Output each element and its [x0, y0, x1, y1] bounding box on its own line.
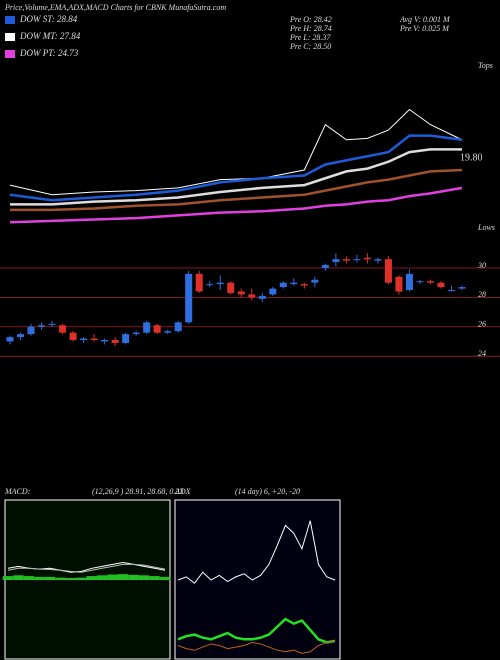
histogram-bar — [117, 574, 129, 580]
candle-body — [206, 284, 214, 286]
candle-body — [122, 334, 130, 343]
candle-body — [405, 273, 413, 291]
candle-body — [27, 326, 35, 335]
series-line — [9, 134, 463, 202]
candle-body — [321, 265, 329, 268]
tops-label: Tops — [478, 61, 493, 70]
adx-params: (14 day) 6, +20, -20 — [235, 487, 300, 496]
candle-body — [363, 257, 371, 260]
candle-body — [48, 323, 56, 325]
candle-body — [164, 331, 172, 333]
candle-body — [248, 294, 256, 298]
histogram-bar — [13, 575, 24, 580]
candle-body — [111, 340, 119, 343]
candle-body — [269, 288, 277, 295]
adx-label: ADX — [174, 487, 192, 496]
histogram-bar — [96, 575, 108, 580]
candle-body — [216, 282, 224, 285]
info-text: Pre O: 28.42 — [289, 15, 332, 24]
info-text: Avg V: 0.001 M — [399, 15, 451, 24]
candle-body — [342, 259, 350, 261]
series-line — [10, 148, 462, 206]
candle-body — [374, 259, 382, 261]
candle-body — [258, 295, 266, 299]
candle-body — [353, 259, 361, 261]
histogram-bar — [149, 576, 160, 580]
candle-body — [143, 322, 151, 333]
info-text: Pre V: 0.025 M — [399, 24, 450, 33]
y-tick-label: 28 — [478, 290, 486, 299]
series-line — [10, 168, 463, 212]
lows-label: Lows — [477, 223, 495, 232]
macd-label: MACD: — [4, 487, 31, 496]
legend-label: DOW MT: 27.84 — [19, 31, 81, 41]
y-tick-label: 30 — [477, 261, 486, 270]
info-text: Pre L: 28.37 — [289, 33, 331, 42]
legend-swatch — [5, 33, 15, 41]
legend-swatch — [5, 16, 15, 24]
histogram-bar — [76, 577, 87, 580]
candle-body — [290, 282, 298, 285]
y-tick-label: 26 — [478, 320, 486, 329]
candle-body — [195, 273, 203, 292]
candle-body — [90, 338, 98, 341]
candle-body — [59, 325, 67, 333]
histogram-bar — [138, 575, 150, 580]
candle-body — [311, 279, 319, 283]
histogram-bar — [65, 578, 77, 580]
histogram-bar — [34, 576, 45, 580]
histogram-bar — [128, 574, 139, 580]
candle-body — [17, 334, 25, 338]
candle-body — [426, 281, 434, 283]
series-line — [177, 640, 336, 654]
series-line — [177, 617, 336, 644]
candle-body — [69, 332, 77, 341]
candle-body — [38, 325, 46, 327]
candle-body — [437, 282, 445, 288]
histogram-bar — [44, 576, 56, 580]
legend-swatch — [5, 50, 15, 58]
level-label: 19.80 — [460, 152, 483, 163]
candle-body — [174, 322, 182, 332]
series-line — [9, 108, 463, 196]
candle-body — [153, 325, 161, 333]
y-tick-label: 24 — [478, 349, 486, 358]
info-text: Pre C: 28.50 — [289, 42, 331, 51]
histogram-bar — [23, 576, 35, 580]
legend-label: DOW PT: 24.73 — [19, 48, 79, 58]
candle-body — [416, 281, 424, 283]
candle-body — [6, 337, 14, 342]
histogram-bar — [86, 576, 97, 580]
histogram-bar — [107, 574, 118, 580]
candle-body — [279, 282, 287, 288]
histogram-bar — [159, 576, 171, 580]
candle-body — [300, 284, 308, 286]
candle-body — [185, 273, 193, 323]
series-line — [9, 186, 463, 224]
candle-body — [227, 282, 235, 293]
candle-body — [101, 340, 109, 342]
histogram-bar — [55, 577, 66, 580]
macd-params: (12,26,9 ) 28.91, 28.68, 0.23 — [92, 487, 183, 496]
candle-body — [237, 291, 245, 295]
candle-body — [458, 287, 466, 289]
histogram-bar — [2, 576, 14, 580]
series-line — [177, 520, 336, 584]
title: Price,Volume,EMA,ADX,MACD Charts for CBN… — [4, 3, 226, 12]
candle-body — [332, 259, 340, 263]
candle-body — [384, 259, 392, 283]
info-text: Pre H: 28.74 — [289, 24, 332, 33]
legend-label: DOW ST: 28.84 — [19, 14, 78, 24]
candle-body — [395, 276, 403, 292]
candle-body — [132, 332, 140, 335]
candle-body — [447, 290, 455, 292]
candle-body — [80, 338, 88, 341]
series-line — [7, 563, 166, 573]
